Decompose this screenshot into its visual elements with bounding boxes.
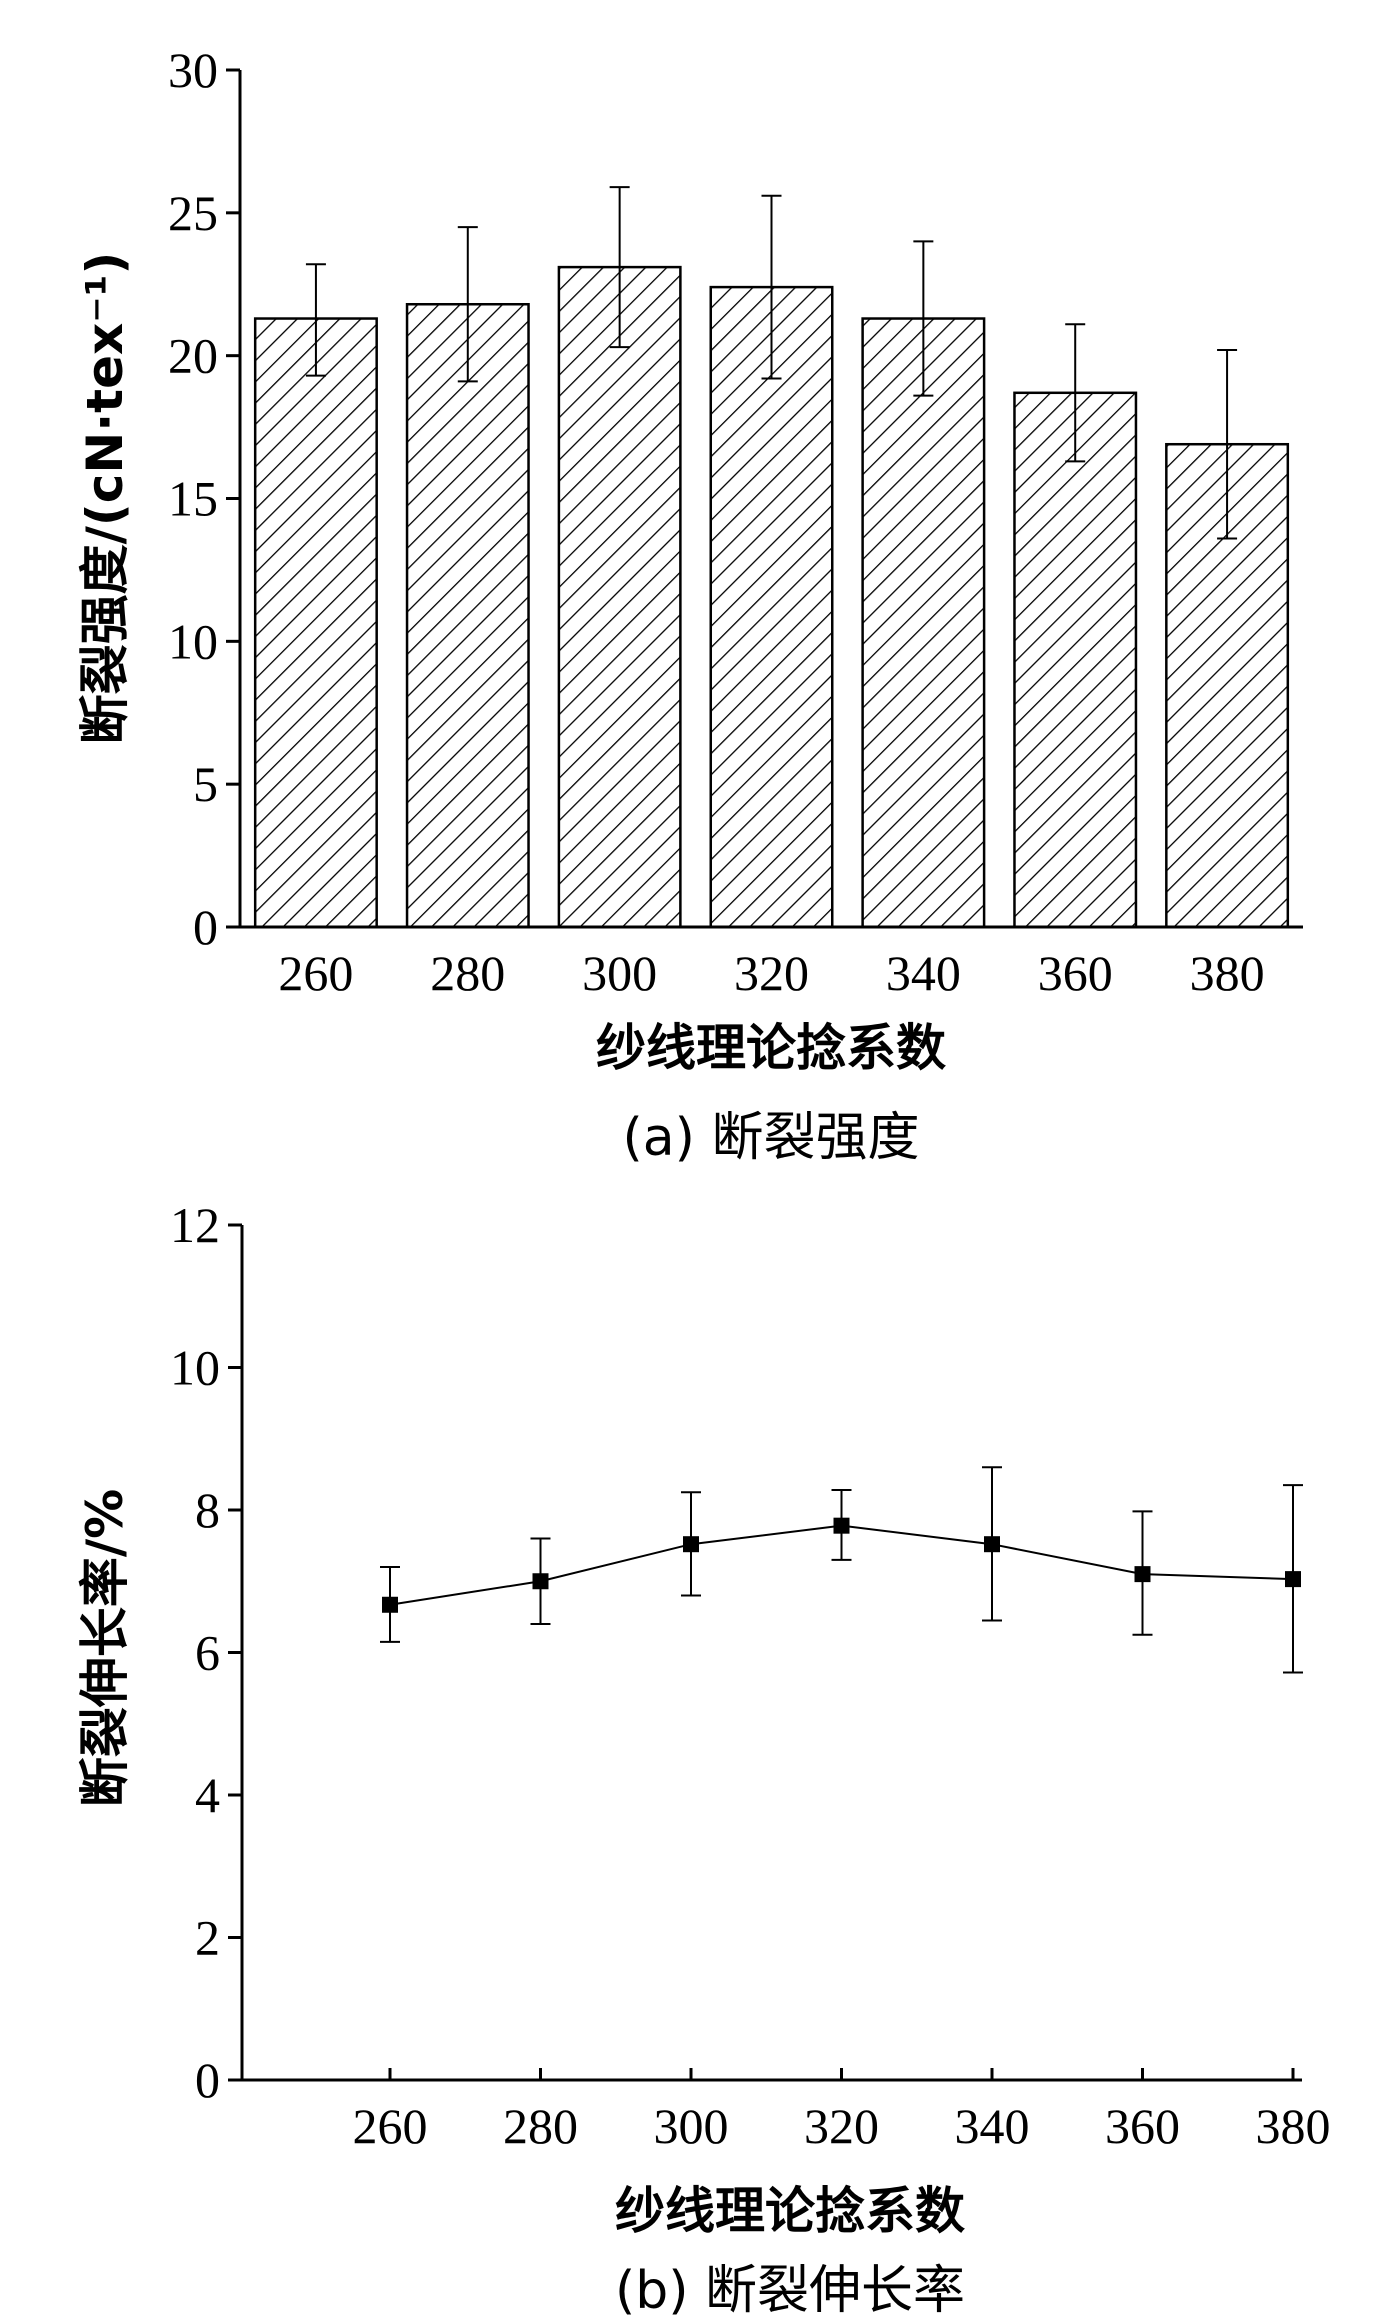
chart-a-x-tick-label: 260 — [278, 945, 353, 1001]
chart-b-data-point — [683, 1536, 699, 1553]
chart-a-x-ticks: 260 280 300 320 340 360 380 — [278, 945, 1264, 1001]
chart-b-x-tick-label: 380 — [1256, 2098, 1331, 2154]
chart-a-x-tick-label: 300 — [582, 945, 657, 1001]
chart-b-data-point — [1285, 1571, 1301, 1588]
chart-a-caption: (a) 断裂强度 — [623, 1108, 920, 1168]
chart-b-y-tick-label: 0 — [195, 2052, 220, 2108]
chart-b-data-point — [1134, 1566, 1151, 1583]
chart-a-y-tick-label: 10 — [168, 613, 218, 669]
chart-b-y-tick-label: 2 — [195, 1910, 220, 1966]
chart-a-bar — [405, 302, 530, 929]
chart-b-x-tick-label: 280 — [503, 2098, 578, 2154]
chart-b-x-tick-label: 360 — [1105, 2098, 1180, 2154]
chart-a-bar — [1013, 391, 1138, 929]
chart-b-data-point — [833, 1517, 850, 1534]
chart-a-bar — [253, 317, 378, 929]
chart-b-x-tick-label: 340 — [955, 2098, 1030, 2154]
chart-b-x-tick-label: 320 — [804, 2098, 879, 2154]
chart-a-y-axis-title: 断裂强度/(cN·tex⁻¹) — [76, 252, 134, 745]
chart-a-y-tick-label: 20 — [168, 328, 218, 384]
chart-a-x-tick-label: 320 — [734, 945, 809, 1001]
chart-a-x-tick-label: 280 — [430, 945, 505, 1001]
chart-b-y-axis-title: 断裂伸长率/% — [76, 1489, 134, 1807]
chart-b-y-tick-label: 8 — [195, 1482, 220, 1538]
chart-b-y-tick-label: 12 — [170, 1197, 220, 1253]
chart-a-y-tick-label: 15 — [168, 471, 218, 527]
chart-b-x-axis-title: 纱线理论捻系数 — [615, 2182, 965, 2240]
chart-b-y-tick-label: 4 — [195, 1767, 220, 1823]
chart-b-caption: (b) 断裂伸长率 — [615, 2261, 965, 2321]
chart-a-bar — [557, 265, 682, 929]
chart-a-y-tick-label: 5 — [193, 756, 218, 812]
chart-a-y-ticks: 0 5 10 15 20 25 30 — [168, 42, 240, 955]
chart-a-y-tick-label: 30 — [168, 42, 218, 98]
chart-a-y-tick-label: 25 — [168, 185, 218, 241]
chart-b-data-point — [984, 1536, 1000, 1553]
chart-a-x-tick-label: 340 — [886, 945, 961, 1001]
chart-b-data-point — [532, 1573, 549, 1590]
chart-a-x-tick-label: 360 — [1038, 945, 1113, 1001]
chart-b-data-point — [382, 1596, 398, 1613]
chart-a-x-axis-title: 纱线理论捻系数 — [596, 1019, 946, 1077]
chart-b-y-ticks: 0 2 4 6 8 10 12 — [170, 1197, 242, 2108]
chart-a-bars — [253, 186, 1290, 929]
chart-b-x-tick-label: 300 — [654, 2098, 729, 2154]
chart-b-y-tick-label: 6 — [195, 1625, 220, 1681]
chart-b-series — [380, 1466, 1303, 1674]
chart-a-y-tick-label: 0 — [193, 899, 218, 955]
chart-b-y-tick-label: 10 — [170, 1340, 220, 1396]
chart-a-bar — [861, 317, 986, 929]
chart-b-x-tick-label: 260 — [353, 2098, 428, 2154]
chart-a: 0 5 10 15 20 25 30 260 280 300 320 340 360 380 纱线理论捻… — [76, 42, 1303, 1168]
chart-b-x-ticks: 260 280 300 320 340 360 380 — [353, 2068, 1331, 2154]
chart-a-bar — [709, 285, 834, 929]
chart-a-x-tick-label: 380 — [1190, 945, 1265, 1001]
